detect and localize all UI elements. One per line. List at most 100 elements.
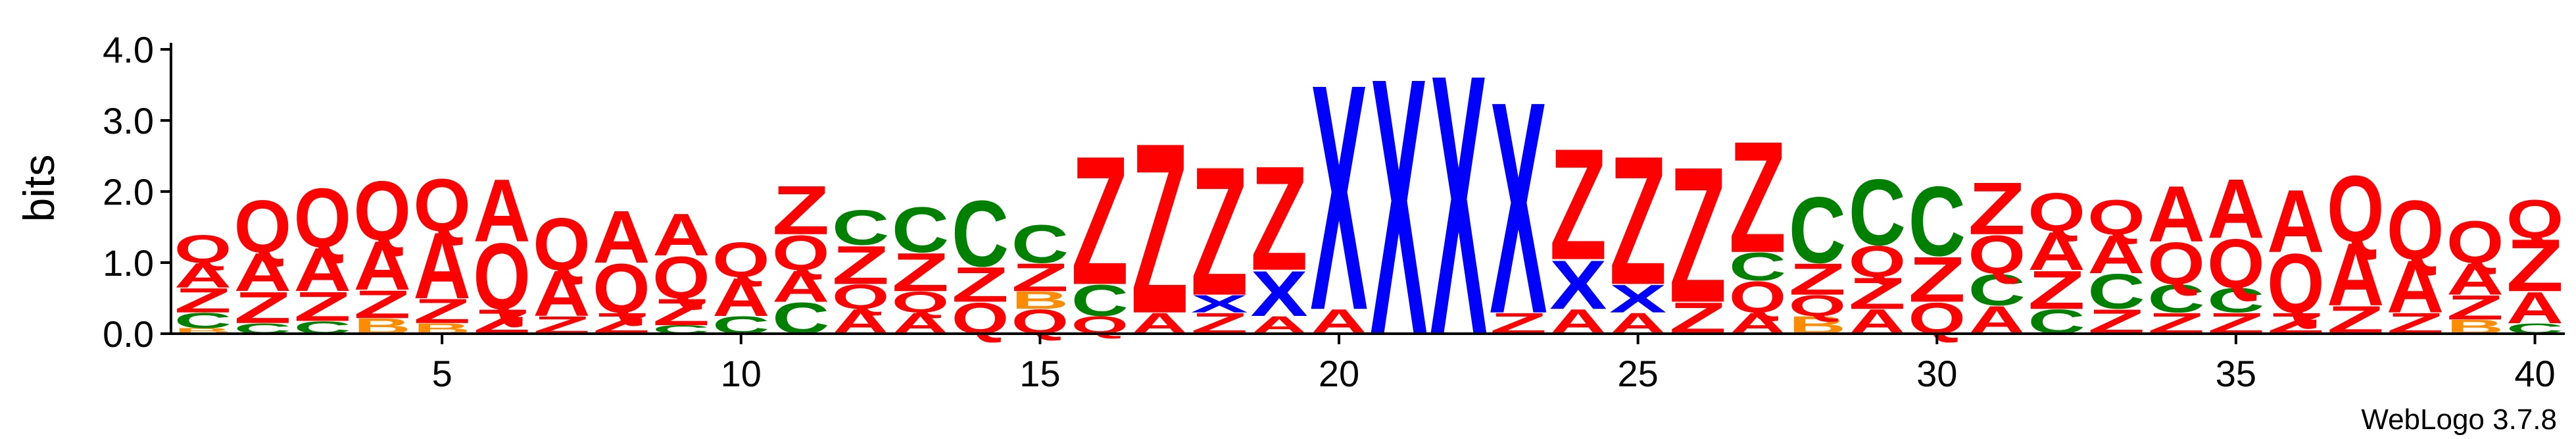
x-tick-label: 15 — [1019, 353, 1060, 394]
logo-glyph-A: A — [712, 267, 769, 328]
x-tick-label: 25 — [1618, 353, 1659, 394]
logo-glyph-A: A — [2207, 162, 2264, 256]
logo-glyph-A: A — [533, 258, 590, 330]
logo-glyph-Q: Q — [2207, 225, 2264, 303]
logo-glyph-Z: Z — [1968, 167, 2026, 250]
logo-glyph-A: A — [473, 161, 530, 261]
logo-glyph-Q: Q — [1729, 272, 1786, 322]
logo-glyph-C: C — [1071, 275, 1129, 325]
logo-glyph-Z: Z — [892, 242, 949, 303]
logo-glyph-C: C — [1789, 178, 1846, 283]
logo-glyph-Q: Q — [2506, 188, 2564, 249]
logo-glyph-X: X — [1191, 290, 1248, 318]
logo-glyph-C: C — [832, 201, 889, 256]
logo-glyph-Z: Z — [1609, 117, 1666, 323]
y-tick-label: 3.0 — [103, 100, 154, 142]
logo-glyph-Z: Z — [2028, 259, 2085, 321]
logo-glyph-Z: Z — [1011, 255, 1069, 299]
logo-glyph-Q: Q — [2446, 209, 2504, 275]
logo-glyph-C: C — [892, 194, 949, 267]
x-tick-label: 35 — [2216, 353, 2256, 394]
logo-glyph-C: C — [1849, 160, 1906, 265]
logo-glyph-Z: Z — [772, 171, 829, 249]
logo-glyph-Q: Q — [533, 202, 590, 286]
logo-glyph-A: A — [2327, 225, 2384, 324]
logo-glyph-Q: Q — [354, 163, 411, 258]
logo-glyph-Z: Z — [652, 291, 710, 333]
logo-glyph-Q: Q — [2327, 157, 2384, 262]
y-tick-label: 4.0 — [103, 29, 154, 70]
logo-glyph-A: A — [2147, 170, 2204, 259]
x-tick-label: 30 — [1916, 353, 1957, 394]
logo-glyph-A: A — [593, 195, 650, 279]
logo-glyph-Z: Z — [1669, 127, 1726, 343]
logo-glyph-Q: Q — [2087, 190, 2145, 245]
y-tick-label: 0.0 — [103, 313, 154, 355]
logo-glyph-A: A — [652, 201, 710, 269]
logo-glyph-X: X — [1609, 276, 1666, 321]
logo-glyph-Z: Z — [1191, 128, 1248, 334]
y-axis-label: bits — [14, 155, 63, 222]
logo-glyph-Z: Z — [2446, 288, 2504, 327]
logo-glyph-Q: Q — [174, 227, 231, 272]
logo-glyph-X: X — [1370, 1, 1428, 412]
logo-glyph-X: X — [1430, 0, 1488, 413]
logo-glyph-A: A — [2387, 245, 2444, 328]
logo-glyph-Z: Z — [234, 283, 291, 333]
logo-glyph-Q: Q — [593, 250, 650, 328]
logo-glyph-Z: Z — [2327, 298, 2384, 342]
logo-glyph-A: A — [234, 242, 291, 303]
logo-glyph-A: A — [2087, 224, 2145, 285]
logo-glyph-Q: Q — [2028, 182, 2085, 242]
y-tick-label: 2.0 — [103, 171, 154, 213]
logo-glyph-C: C — [1908, 165, 1966, 276]
logo-glyph-Z: Z — [1071, 117, 1129, 323]
logo-glyph-Q: Q — [2387, 183, 2444, 278]
logo-glyph-Q: Q — [234, 184, 291, 268]
logo-glyph-Z: Z — [2506, 224, 2564, 307]
logo-glyphs: BCZAQCZAQCZAQBZAQBZAQZQAZAQZQACZQACAQCAQ… — [174, 0, 2564, 413]
logo-glyph-C: C — [2087, 265, 2145, 320]
x-tick-label: 40 — [2514, 353, 2555, 394]
logo-glyph-Z: Z — [294, 284, 351, 330]
logo-glyph-Z: Z — [354, 282, 411, 326]
logo-glyph-Q: Q — [414, 163, 471, 247]
logo-glyph-Q: Q — [832, 278, 889, 317]
logo-glyph-Q: Q — [1789, 290, 1846, 323]
logo-glyph-X: X — [1310, 17, 1368, 378]
logo-glyph-Q: Q — [294, 170, 351, 265]
logo-glyph-Q: Q — [1849, 236, 1906, 286]
logo-glyph-Z: Z — [1131, 93, 1188, 365]
logo-glyph-Q: Q — [473, 224, 530, 329]
logo-glyph-Z: Z — [1729, 109, 1786, 286]
logo-glyph-A: A — [414, 213, 471, 319]
logo-glyph-X: X — [1250, 257, 1307, 330]
logo-glyph-Z: Z — [1789, 254, 1846, 304]
logo-glyph-Z: Z — [1250, 136, 1307, 302]
x-tick-label: 20 — [1319, 353, 1359, 394]
logo-glyph-A: A — [1968, 298, 2026, 342]
logo-glyph-C: C — [1011, 213, 1069, 274]
logo-glyph-A: A — [772, 261, 829, 311]
logo-glyph-Z: Z — [952, 257, 1009, 313]
logo-glyph-A: A — [294, 235, 351, 304]
logo-glyph-Z: Z — [414, 292, 471, 330]
x-ticks: 5 10 15 20 25 30 35 40 — [432, 334, 2556, 394]
logo-glyph-A: A — [2446, 254, 2504, 304]
logo-glyph-A: A — [2267, 172, 2324, 271]
logo-glyph-Q: Q — [712, 232, 769, 288]
logo-glyph-A: A — [354, 227, 411, 305]
logo-glyph-Q: Q — [1968, 224, 2026, 284]
logo-glyph-C: C — [174, 308, 231, 332]
x-tick-label: 10 — [721, 353, 762, 394]
y-tick-label: 1.0 — [103, 242, 154, 284]
logo-glyph-A: A — [174, 256, 231, 295]
logo-glyph-A: A — [2506, 282, 2564, 332]
logo-glyph-B: B — [1011, 286, 1069, 314]
logo-glyph-Z: Z — [174, 281, 231, 320]
logo-glyph-Z: Z — [1908, 244, 1966, 316]
logo-glyph-C: C — [1968, 265, 2026, 315]
logo-glyph-C: C — [952, 182, 1009, 287]
logo-glyph-A: A — [2028, 220, 2085, 282]
